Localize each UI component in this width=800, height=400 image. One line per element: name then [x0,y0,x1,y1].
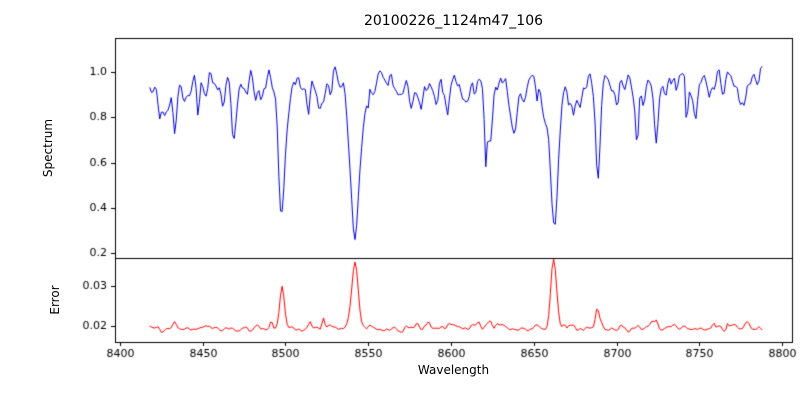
chart-title: 20100226_1124m47_106 [363,13,544,29]
error-axis-label: Error [48,285,62,315]
wavelength-axis-label: Wavelength [417,363,490,377]
spectrum-axis-label: Spectrum [41,118,55,178]
